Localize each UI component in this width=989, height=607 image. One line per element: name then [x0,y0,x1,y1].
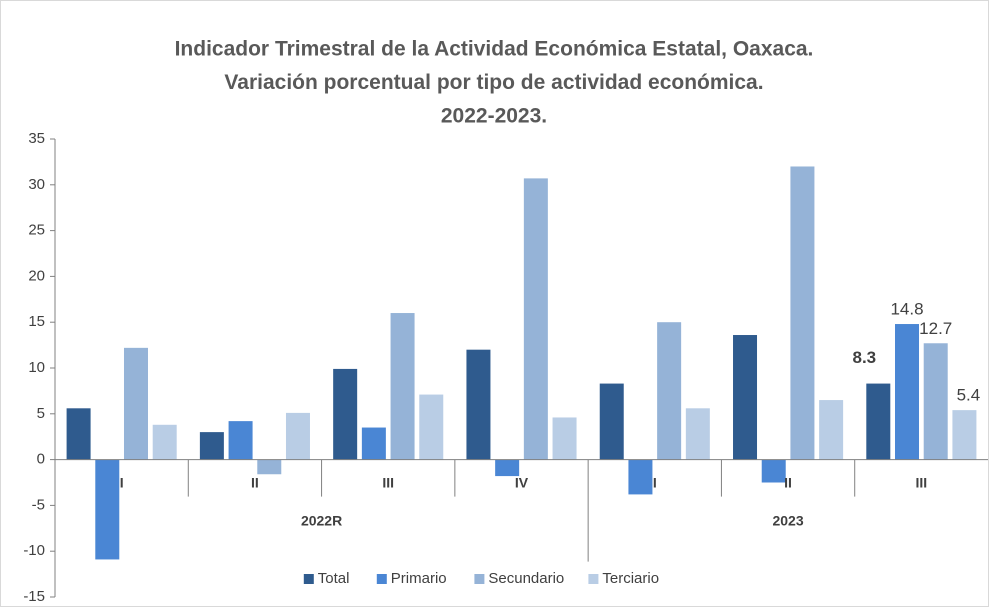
data-label: 5.4 [957,386,981,405]
bar [495,459,520,477]
legend-swatch [303,574,314,584]
x-tick-label: IV [515,474,529,490]
bar [923,343,948,460]
y-tick-label: 25 [28,222,45,239]
group-label: 2023 [772,512,803,528]
bar [657,322,682,460]
bar [257,459,282,475]
bar [866,383,891,460]
legend-label: Secundario [488,570,564,587]
bar [152,424,177,460]
bar [285,412,310,460]
chart-title: Variación porcentual por tipo de activid… [224,71,763,94]
bar [419,394,444,460]
legend-label: Terciario [602,570,659,587]
bar [523,178,548,460]
y-tick-label: 20 [28,267,45,284]
bar [599,383,624,460]
bar [819,400,844,460]
bar [95,459,120,560]
bar [790,166,815,460]
bar [123,347,148,460]
bar [333,368,358,460]
y-tick-label: 10 [28,359,45,376]
legend-label: Primario [391,570,447,587]
bar [228,421,253,460]
bar [628,459,653,495]
bar [952,410,977,460]
x-tick-label: I [120,474,124,490]
legend-swatch [376,574,387,584]
bar [552,417,577,460]
bar [733,335,758,460]
bar [361,427,386,460]
legend-swatch [474,574,485,584]
x-tick-label: I [653,474,657,490]
y-tick-label: -15 [23,588,45,605]
y-tick-label: -10 [23,542,45,559]
data-label: 12.7 [919,319,952,338]
bar [199,432,224,460]
y-tick-label: 5 [37,405,45,422]
bar [66,408,91,460]
legend-label: Total [318,570,350,587]
legend-swatch [588,574,599,584]
bar [895,324,920,460]
bar [685,408,710,460]
x-tick-label: III [382,474,394,490]
chart-title: Indicador Trimestral de la Actividad Eco… [175,38,814,61]
x-tick-label: II [784,474,792,490]
y-tick-label: 15 [28,313,45,330]
chart-title: 2022-2023. [441,105,547,128]
y-tick-label: 35 [28,130,45,147]
x-tick-label: III [916,474,928,490]
y-tick-label: 30 [28,176,45,193]
data-label: 8.3 [852,348,876,367]
bar [390,313,415,460]
bar [761,459,786,483]
x-tick-label: II [251,474,259,490]
group-label: 2022R [301,512,342,528]
bar [466,349,491,460]
data-label: 14.8 [890,300,923,319]
y-tick-label: -5 [32,496,45,513]
y-tick-label: 0 [37,451,45,468]
